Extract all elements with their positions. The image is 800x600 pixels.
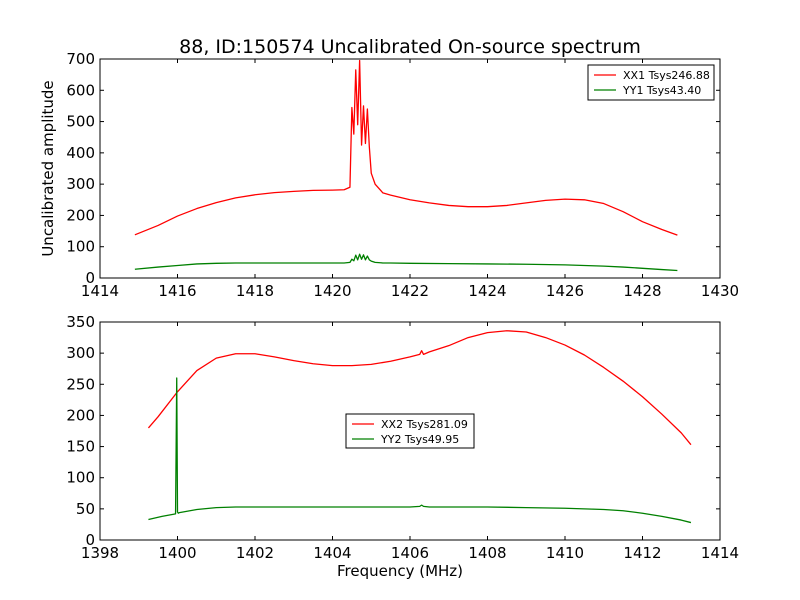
- x-axis-label: Frequency (MHz): [337, 562, 463, 580]
- y-tick-label: 350: [66, 313, 95, 331]
- y-tick-label: 0: [85, 531, 95, 549]
- x-tick-label: 1428: [623, 282, 661, 300]
- legend-label: YY1 Tsys43.40: [622, 84, 701, 97]
- x-tick-label: 1414: [701, 544, 739, 562]
- y-tick-label: 300: [66, 175, 95, 193]
- x-tick-label: 1420: [313, 282, 351, 300]
- y-tick-label: 400: [66, 144, 95, 162]
- y-tick-label: 250: [66, 375, 95, 393]
- top-chart: 1414 1416 1418 1420 1422 1424 1426 1428 1430 0 100…: [39, 50, 739, 300]
- x-tick-label: 1412: [623, 544, 661, 562]
- legend-box: [345, 413, 475, 449]
- legend-box: [587, 64, 715, 101]
- series-line-2: [134, 253, 678, 272]
- x-tick-label: 1404: [313, 544, 351, 562]
- y-tick-label: 150: [66, 438, 95, 456]
- x-tick-label: 1406: [391, 544, 429, 562]
- y-tick-label: 500: [66, 113, 95, 131]
- y-tick-label: 100: [66, 469, 95, 487]
- series-line-1: [134, 59, 678, 236]
- x-tick-label: 1408: [468, 544, 506, 562]
- x-tick-label: 1430: [701, 282, 739, 300]
- x-tick-label: 1418: [236, 282, 274, 300]
- y-axis-label: Uncalibrated amplitude: [39, 80, 57, 256]
- legend-label: XX1 Tsys246.88: [623, 69, 710, 82]
- y-tick-label: 200: [66, 206, 95, 224]
- y-tick-label: 200: [66, 406, 95, 424]
- x-tick-label: 1414: [81, 282, 119, 300]
- legend-label: XX2 Tsys281.09: [381, 418, 468, 431]
- bottom-chart: 1398 1400 1402 1404 1406 1408 1410 1412 1414 0 50 1…: [66, 313, 739, 580]
- x-tick-label: 1410: [546, 544, 584, 562]
- y-tick-label: 600: [66, 81, 95, 99]
- x-tick-label: 1398: [81, 544, 119, 562]
- x-tick-label: 1422: [391, 282, 429, 300]
- x-tick-label: 1426: [546, 282, 584, 300]
- figure-title: 88, ID:150574 Uncalibrated On-source spe…: [179, 36, 641, 58]
- x-tick-label: 1400: [158, 544, 196, 562]
- y-tick-label: 100: [66, 238, 95, 256]
- x-tick-label: 1424: [468, 282, 506, 300]
- series-line-2: [148, 377, 692, 524]
- series-line-1: [147, 330, 692, 446]
- y-tick-label: 0: [85, 269, 95, 287]
- y-tick-label: 50: [76, 500, 95, 518]
- y-tick-label: 700: [66, 50, 95, 68]
- y-tick-label: 300: [66, 344, 95, 362]
- x-tick-label: 1416: [158, 282, 196, 300]
- legend-label: YY2 Tsys49.95: [380, 433, 459, 446]
- x-tick-label: 1402: [236, 544, 274, 562]
